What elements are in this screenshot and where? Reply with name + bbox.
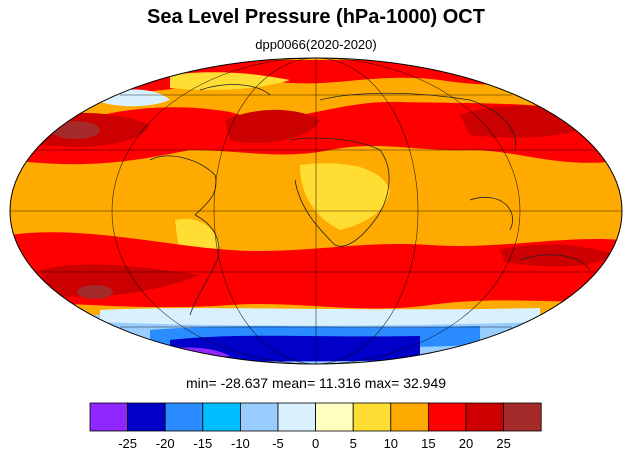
colorbar-label: 10 [384,436,398,451]
colorbar-label: -20 [156,436,175,451]
south-core [77,285,113,299]
colorbar-label: 20 [459,436,473,451]
colorbar-box [277,402,316,432]
colorbar-label: -25 [118,436,137,451]
colorbar-label: -15 [193,436,212,451]
arctic-light [170,72,290,90]
colorbar-label: 0 [312,436,319,451]
coastlines [149,84,591,316]
north-belt-dark-2 [225,109,320,144]
antarctic-light [100,308,540,326]
colorbar-box [352,402,392,432]
colorbar-label: -5 [272,436,284,451]
antarctic-deep [170,335,420,362]
sea-level-pressure-map [9,57,623,365]
map-subtitle: dpp0066(2020-2020) [255,37,377,52]
colorbar-label: 5 [350,436,357,451]
colorbar-box [127,402,166,432]
colorbar-box [390,402,429,432]
colorbar-box [202,402,241,432]
south-belt [10,232,622,309]
graticule [10,58,622,364]
colorbar-box [89,402,128,432]
colorbar-box [315,402,354,432]
africa-land [300,163,390,230]
colorbar-box [239,402,279,432]
globe-outline [9,57,623,365]
colorbar-box [465,402,504,432]
stats-line: min= -28.637 mean= 11.316 max= 32.949 [185,375,447,391]
colorbar-box [503,402,542,432]
colorbar-label: 25 [496,436,510,451]
map-title: Sea Level Pressure (hPa-1000) OCT [147,6,485,28]
colorbar-label: 15 [421,436,435,451]
colorbar-box [164,402,204,432]
colorbar-box [427,402,467,432]
colorbar-label: -10 [231,436,250,451]
south-belt-dark-2 [500,244,615,267]
